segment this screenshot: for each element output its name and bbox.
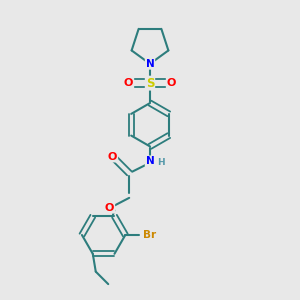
Text: Br: Br — [142, 230, 156, 240]
Text: N: N — [146, 156, 154, 166]
Text: O: O — [167, 78, 176, 88]
Text: S: S — [146, 76, 154, 90]
Text: N: N — [146, 59, 154, 69]
Text: O: O — [105, 203, 114, 213]
Text: O: O — [108, 152, 117, 161]
Text: H: H — [158, 158, 165, 167]
Text: O: O — [124, 78, 133, 88]
